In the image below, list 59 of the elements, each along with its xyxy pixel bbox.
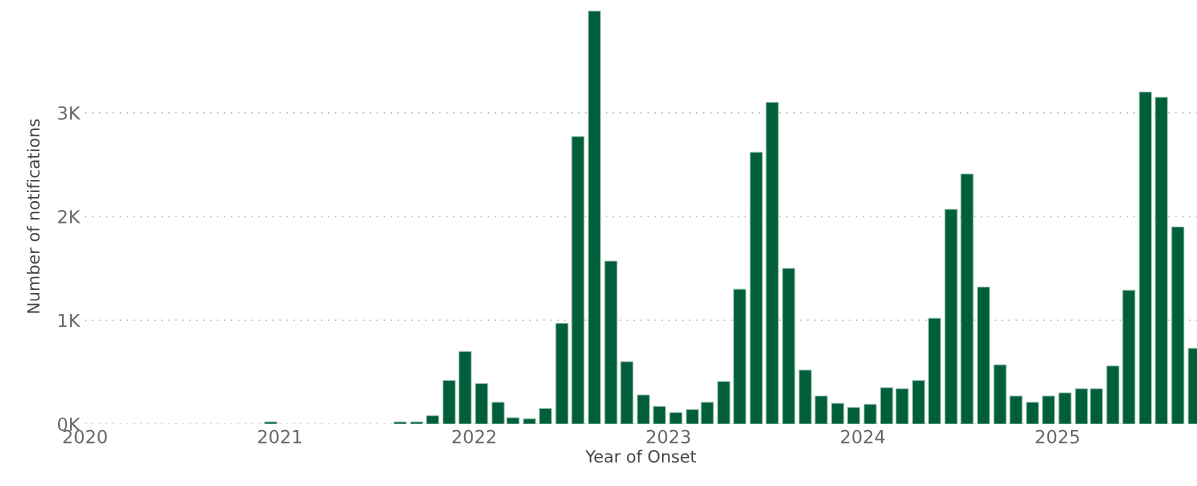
bar <box>571 136 585 424</box>
bar <box>814 395 828 424</box>
bar <box>1106 365 1120 424</box>
bar <box>765 102 779 424</box>
bar <box>410 421 424 424</box>
bar <box>685 409 699 424</box>
bar <box>749 151 763 424</box>
x-tick-label: 2025 <box>1035 429 1079 444</box>
bar <box>1042 395 1055 424</box>
bar <box>1154 96 1168 424</box>
bar <box>717 381 731 424</box>
bar <box>636 394 650 424</box>
x-tick-label: 2022 <box>452 429 496 444</box>
bar <box>669 412 683 424</box>
bar <box>831 402 845 424</box>
bar <box>393 421 407 424</box>
bar <box>977 286 991 424</box>
bar <box>264 421 278 424</box>
bar <box>782 268 796 424</box>
bar <box>523 418 536 424</box>
bar <box>847 407 861 424</box>
bar <box>652 406 666 424</box>
y-tick-label: 2K <box>58 209 81 224</box>
bar <box>880 387 894 424</box>
y-tick-label: 1K <box>58 313 81 328</box>
bar <box>863 403 877 424</box>
bar <box>1026 401 1039 424</box>
bar <box>1138 91 1152 424</box>
x-tick-label: 2020 <box>63 429 107 444</box>
x-axis-title: Year of Onset <box>585 449 697 463</box>
bar <box>538 408 552 424</box>
bar <box>1171 226 1185 424</box>
x-tick-label: 2024 <box>841 429 885 444</box>
bar <box>912 380 926 424</box>
bar <box>604 260 618 424</box>
bar <box>1122 289 1136 424</box>
bar <box>475 383 489 424</box>
bar <box>458 351 472 424</box>
y-axis-title: Number of notifications <box>26 119 40 313</box>
bar <box>587 10 601 424</box>
bar <box>1089 388 1103 424</box>
bar <box>993 364 1007 424</box>
bar <box>1058 392 1072 424</box>
bar <box>960 173 974 424</box>
x-tick-label: 2021 <box>258 429 302 444</box>
bar <box>442 380 456 424</box>
bar <box>620 361 634 424</box>
y-tick-label: 3K <box>58 106 81 120</box>
bar <box>798 369 812 424</box>
x-tick-label: 2023 <box>646 429 690 444</box>
bar <box>1075 388 1088 424</box>
bar <box>733 288 747 424</box>
bar <box>928 317 942 424</box>
bar <box>426 415 440 424</box>
bar <box>895 388 909 424</box>
bar <box>555 323 569 424</box>
bar <box>944 208 958 424</box>
bar <box>700 401 714 424</box>
bar <box>1009 395 1023 424</box>
